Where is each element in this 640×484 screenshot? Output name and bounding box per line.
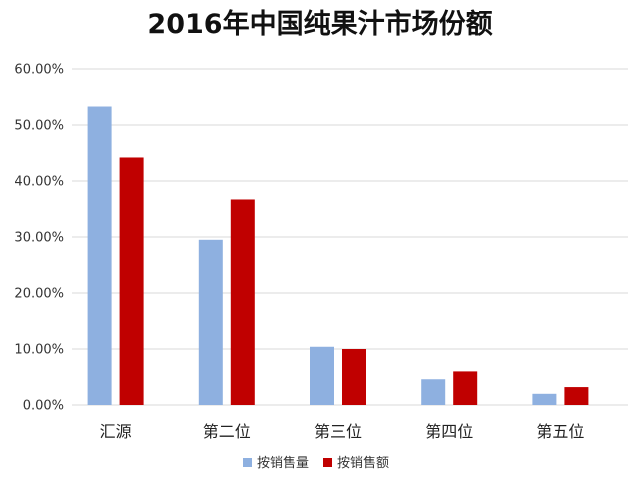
bar-sales-volume [532,393,557,405]
legend-item: 按销售量 [243,455,309,471]
y-tick-label: 0.00% [23,399,64,414]
x-tick-label: 第五位 [536,422,584,441]
y-axis-ticks: 0.00% 10.00% 20.00% 30.00% 40.00% 50.00% 60.00… [14,63,64,414]
bar-sales-volume [421,379,446,405]
bar-sales-value [119,157,144,405]
gridlines [72,68,628,406]
legend-label: 按销售额 [337,455,389,471]
bar-sales-volume [310,346,334,405]
y-tick-label: 40.00% [14,175,64,190]
legend-swatch [323,458,332,467]
x-tick-label: 汇源 [100,422,132,441]
legend-label: 按销售量 [257,455,309,471]
bar-sales-volume [87,106,112,406]
legend-item: 按销售额 [323,455,389,471]
bar-sales-volume [198,239,223,405]
bars [87,106,589,406]
x-tick-label: 第三位 [314,422,362,441]
chart-title: 2016年中国纯果汁市场份额 [147,8,492,40]
x-tick-label: 第二位 [203,422,251,441]
legend: 按销售量 按销售额 [243,455,389,471]
y-tick-label: 10.00% [14,343,64,358]
y-tick-label: 60.00% [14,63,64,78]
y-tick-label: 20.00% [14,287,64,302]
x-tick-label: 第四位 [425,422,473,441]
bar-sales-value [230,199,255,405]
bar-sales-value [342,349,366,405]
bar-sales-value [453,371,478,405]
bar-sales-value [564,387,589,405]
x-axis-ticks: 汇源 第二位 第三位 第四位 第五位 [100,422,585,441]
y-tick-label: 30.00% [14,231,64,246]
legend-swatch [243,458,252,467]
y-tick-label: 50.00% [14,119,64,134]
